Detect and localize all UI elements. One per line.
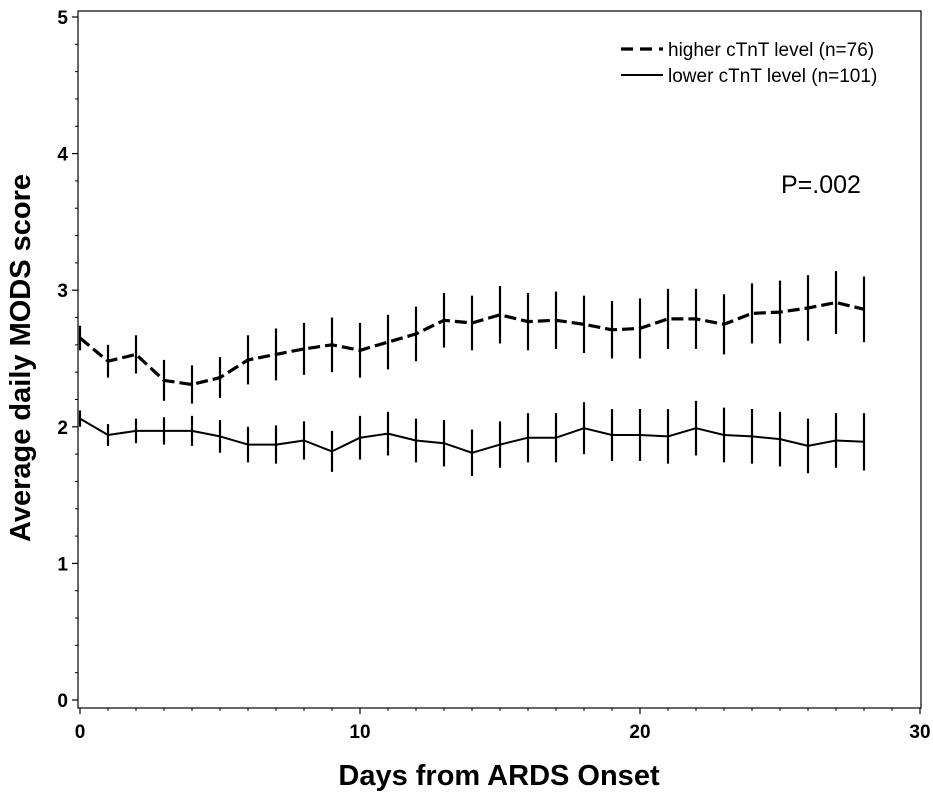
y-axis-ticks: 0 1 2 3 4 5 [57,8,78,712]
series-line [79,417,865,454]
legend-label-lower: lower cTnT level (n=101) [668,66,877,87]
x-tick-label: 20 [629,722,650,743]
y-tick-label: 4 [57,145,68,166]
y-tick-label: 0 [57,691,68,712]
x-axis-title: Days from ARDS Onset [338,760,660,792]
series-higher-ctnt [78,271,866,404]
y-tick-label: 5 [57,8,68,29]
legend: higher cTnT level (n=76) lower cTnT leve… [621,40,877,87]
y-tick-label: 2 [57,418,68,439]
y-tick-label: 1 [57,554,68,575]
series-line [78,300,865,387]
series-lower-ctnt [78,400,866,476]
x-tick-label: 30 [909,722,930,743]
x-axis-ticks: 0 10 20 30 [75,708,931,743]
y-axis-title: Average daily MODS score [5,174,37,542]
plot-frame [77,10,922,709]
y-tick-label: 3 [57,281,68,302]
x-tick-label: 10 [349,722,370,743]
legend-label-higher: higher cTnT level (n=76) [668,40,874,61]
x-tick-label: 0 [75,722,86,743]
p-value-annotation: P=.002 [781,171,861,199]
series-layer [78,271,866,476]
